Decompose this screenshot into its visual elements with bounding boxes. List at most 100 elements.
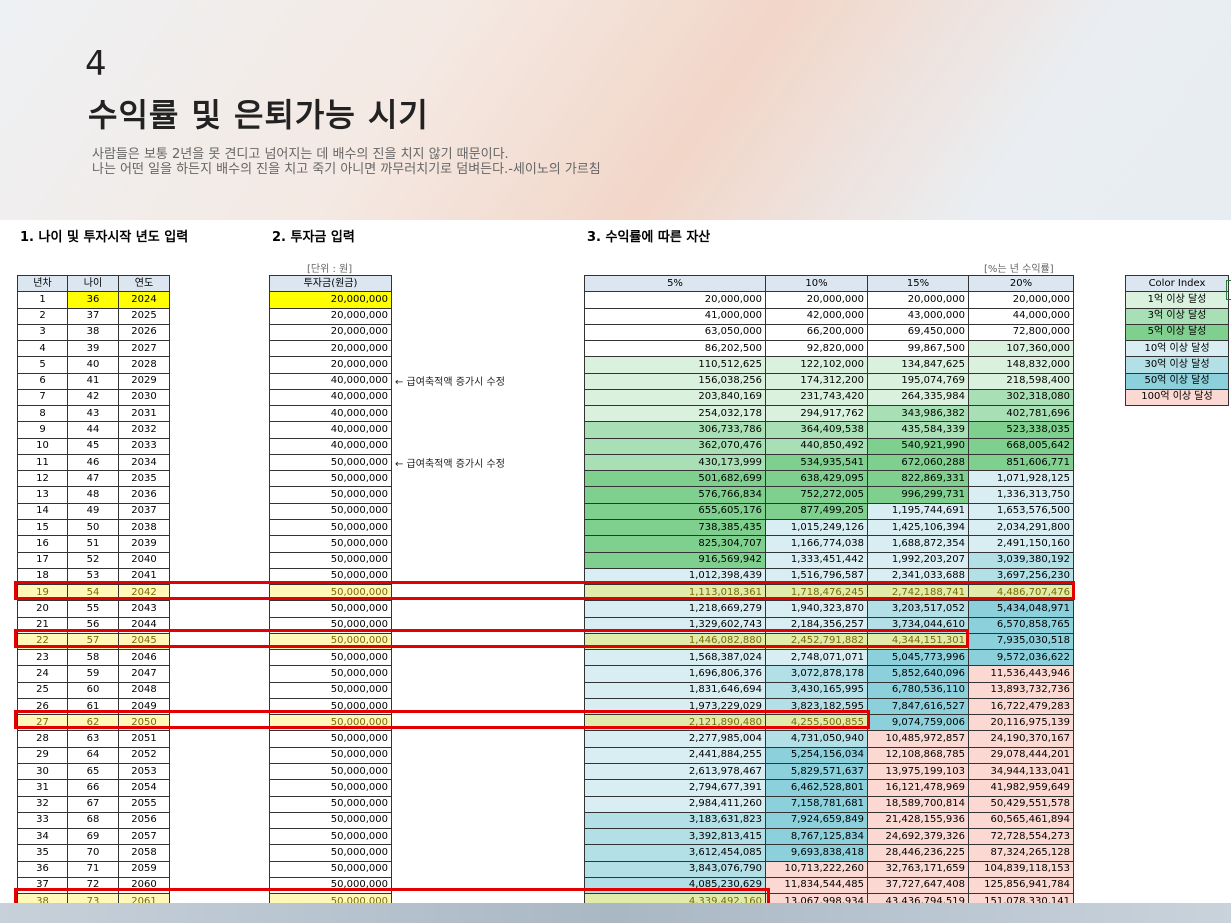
header-investment: 투자금(원금) [269, 274, 392, 293]
asset-10pct-cell: 294,917,762 [765, 405, 868, 423]
asset-5pct-cell: 2,984,411,260 [584, 795, 766, 813]
year-cell: 2029 [118, 372, 170, 390]
asset-20pct-cell: 5,434,048,971 [968, 600, 1074, 618]
year-cell: 2032 [118, 421, 170, 439]
asset-20pct-cell: 1,336,313,750 [968, 486, 1074, 504]
page-title: 수익률 및 은퇴가능 시기 [88, 96, 429, 134]
year-cell: 2036 [118, 486, 170, 504]
year-no-cell: 28 [17, 730, 68, 748]
year-no-cell: 7 [17, 388, 68, 407]
table-row: 916,569,942 1,333,451,442 1,992,203,207 3,0… [584, 551, 1074, 569]
asset-5pct-cell: 254,032,178 [584, 405, 766, 423]
asset-5pct-cell: 1,218,669,279 [584, 600, 766, 618]
asset-20pct-cell: 302,318,080 [968, 388, 1074, 407]
asset-20pct-cell: 60,565,461,894 [968, 811, 1074, 830]
year-cell: 2034 [118, 453, 170, 472]
year-cell: 2037 [118, 502, 170, 520]
asset-5pct-cell: 430,173,999 [584, 453, 766, 472]
investment-cell: 50,000,000 [269, 600, 392, 618]
note-increase-2: ← 급여축적액 증가시 수정 [395, 459, 505, 470]
color-index-row: 3억 이상 달성 [1125, 307, 1229, 325]
selection-edge-marker [1226, 280, 1231, 300]
table-row: 655,605,176 877,499,205 1,195,744,691 1,653… [584, 502, 1074, 520]
asset-10pct-cell: 364,409,538 [765, 421, 868, 439]
table-row: 50,000,000 [269, 828, 392, 846]
asset-20pct-cell: 402,781,696 [968, 405, 1074, 423]
table-row: 40,000,000 [269, 405, 392, 423]
asset-5pct-cell: 306,733,786 [584, 421, 766, 439]
table-row: 2,277,985,004 4,731,050,940 10,485,972,857… [584, 730, 1074, 748]
asset-5pct-cell: 2,794,677,391 [584, 779, 766, 797]
age-cell: 58 [67, 649, 119, 667]
year-no-cell: 23 [17, 649, 68, 667]
asset-5pct-cell: 63,050,000 [584, 323, 766, 342]
table-row: 17 52 2040 [17, 551, 170, 569]
asset-5pct-cell: 2,277,985,004 [584, 730, 766, 748]
table-row: 31 66 2054 [17, 779, 170, 797]
section-investment-input-title: 2. 투자금 입력 [272, 230, 355, 245]
asset-5pct-cell: 362,070,476 [584, 437, 766, 455]
investment-cell: 20,000,000 [269, 307, 392, 325]
table-row: 13 48 2036 [17, 486, 170, 504]
age-cell: 50 [67, 518, 119, 537]
investment-cell: 50,000,000 [269, 486, 392, 504]
table-row: 1,218,669,279 1,940,323,870 3,203,517,052 5… [584, 600, 1074, 618]
investment-cell: 50,000,000 [269, 779, 392, 797]
asset-15pct-cell: 134,847,625 [867, 356, 969, 374]
asset-20pct-cell: 9,572,036,622 [968, 649, 1074, 667]
asset-20pct-cell: 125,856,941,784 [968, 876, 1074, 895]
asset-15pct-cell: 540,921,990 [867, 437, 969, 455]
table-row: 4 39 2027 [17, 340, 170, 358]
investment-cell: 50,000,000 [269, 844, 392, 862]
asset-20pct-cell: 1,071,928,125 [968, 470, 1074, 488]
asset-10pct-cell: 11,834,544,485 [765, 876, 868, 895]
color-index-table: Color Index 1억 이상 달성 3억 이상 달성 5억 이상 달성 10억 … [1125, 274, 1229, 407]
investment-cell: 40,000,000 [269, 421, 392, 439]
investment-cell: 50,000,000 [269, 453, 392, 472]
asset-15pct-cell: 20,000,000 [867, 291, 969, 309]
table-row: 50,000,000 [269, 762, 392, 781]
table-row: 156,038,256 174,312,200 195,074,769 218,598… [584, 372, 1074, 390]
asset-5pct-cell: 738,385,435 [584, 518, 766, 537]
asset-10pct-cell: 8,767,125,834 [765, 828, 868, 846]
age-cell: 41 [67, 372, 119, 390]
year-cell: 2026 [118, 323, 170, 342]
asset-15pct-cell: 43,000,000 [867, 307, 969, 325]
note-increase-1: ← 급여축적액 증가시 수정 [395, 377, 505, 388]
asset-5pct-cell: 203,840,169 [584, 388, 766, 407]
table-row: 8 43 2031 [17, 405, 170, 423]
table-row: 501,682,699 638,429,095 822,869,331 1,071,9… [584, 470, 1074, 488]
asset-20pct-cell: 218,598,400 [968, 372, 1074, 390]
table-row: 738,385,435 1,015,249,126 1,425,106,394 2,0… [584, 518, 1074, 537]
table-row: 40,000,000 [269, 437, 392, 455]
asset-5pct-cell: 576,766,834 [584, 486, 766, 504]
table-row: 2,794,677,391 6,462,528,801 16,121,478,969… [584, 779, 1074, 797]
table-row: 1,568,387,024 2,748,071,071 5,045,773,996 9… [584, 649, 1074, 667]
asset-10pct-cell: 7,158,781,681 [765, 795, 868, 813]
color-index-row: 100억 이상 달성 [1125, 388, 1229, 407]
table-row: 25 60 2048 [17, 681, 170, 699]
asset-5pct-cell: 156,038,256 [584, 372, 766, 390]
asset-20pct-cell: 87,324,265,128 [968, 844, 1074, 862]
asset-10pct-cell: 1,940,323,870 [765, 600, 868, 618]
table-row: 1,113,018,361 1,718,476,245 2,742,188,741 4… [584, 584, 1074, 602]
year-cell: 2047 [118, 665, 170, 683]
table-row: 3,183,631,823 7,924,659,849 21,428,155,936… [584, 811, 1074, 830]
table-row: 35 70 2058 [17, 844, 170, 862]
age-cell: 49 [67, 502, 119, 520]
asset-10pct-cell: 231,743,420 [765, 388, 868, 407]
table-row: 32 67 2055 [17, 795, 170, 813]
highlight-row-year-19 [14, 581, 1075, 600]
asset-10pct-cell: 752,272,005 [765, 486, 868, 504]
table-row: 30 65 2053 [17, 762, 170, 781]
age-cell: 66 [67, 779, 119, 797]
asset-20pct-cell: 3,039,380,192 [968, 551, 1074, 569]
asset-20pct-cell: 3,697,256,230 [968, 567, 1074, 586]
asset-20pct-cell: 72,800,000 [968, 323, 1074, 342]
asset-15pct-cell: 1,992,203,207 [867, 551, 969, 569]
year-cell: 2028 [118, 356, 170, 374]
age-cell: 64 [67, 746, 119, 764]
year-no-cell: 13 [17, 486, 68, 504]
table-row: 2 37 2025 [17, 307, 170, 325]
year-no-cell: 15 [17, 518, 68, 537]
